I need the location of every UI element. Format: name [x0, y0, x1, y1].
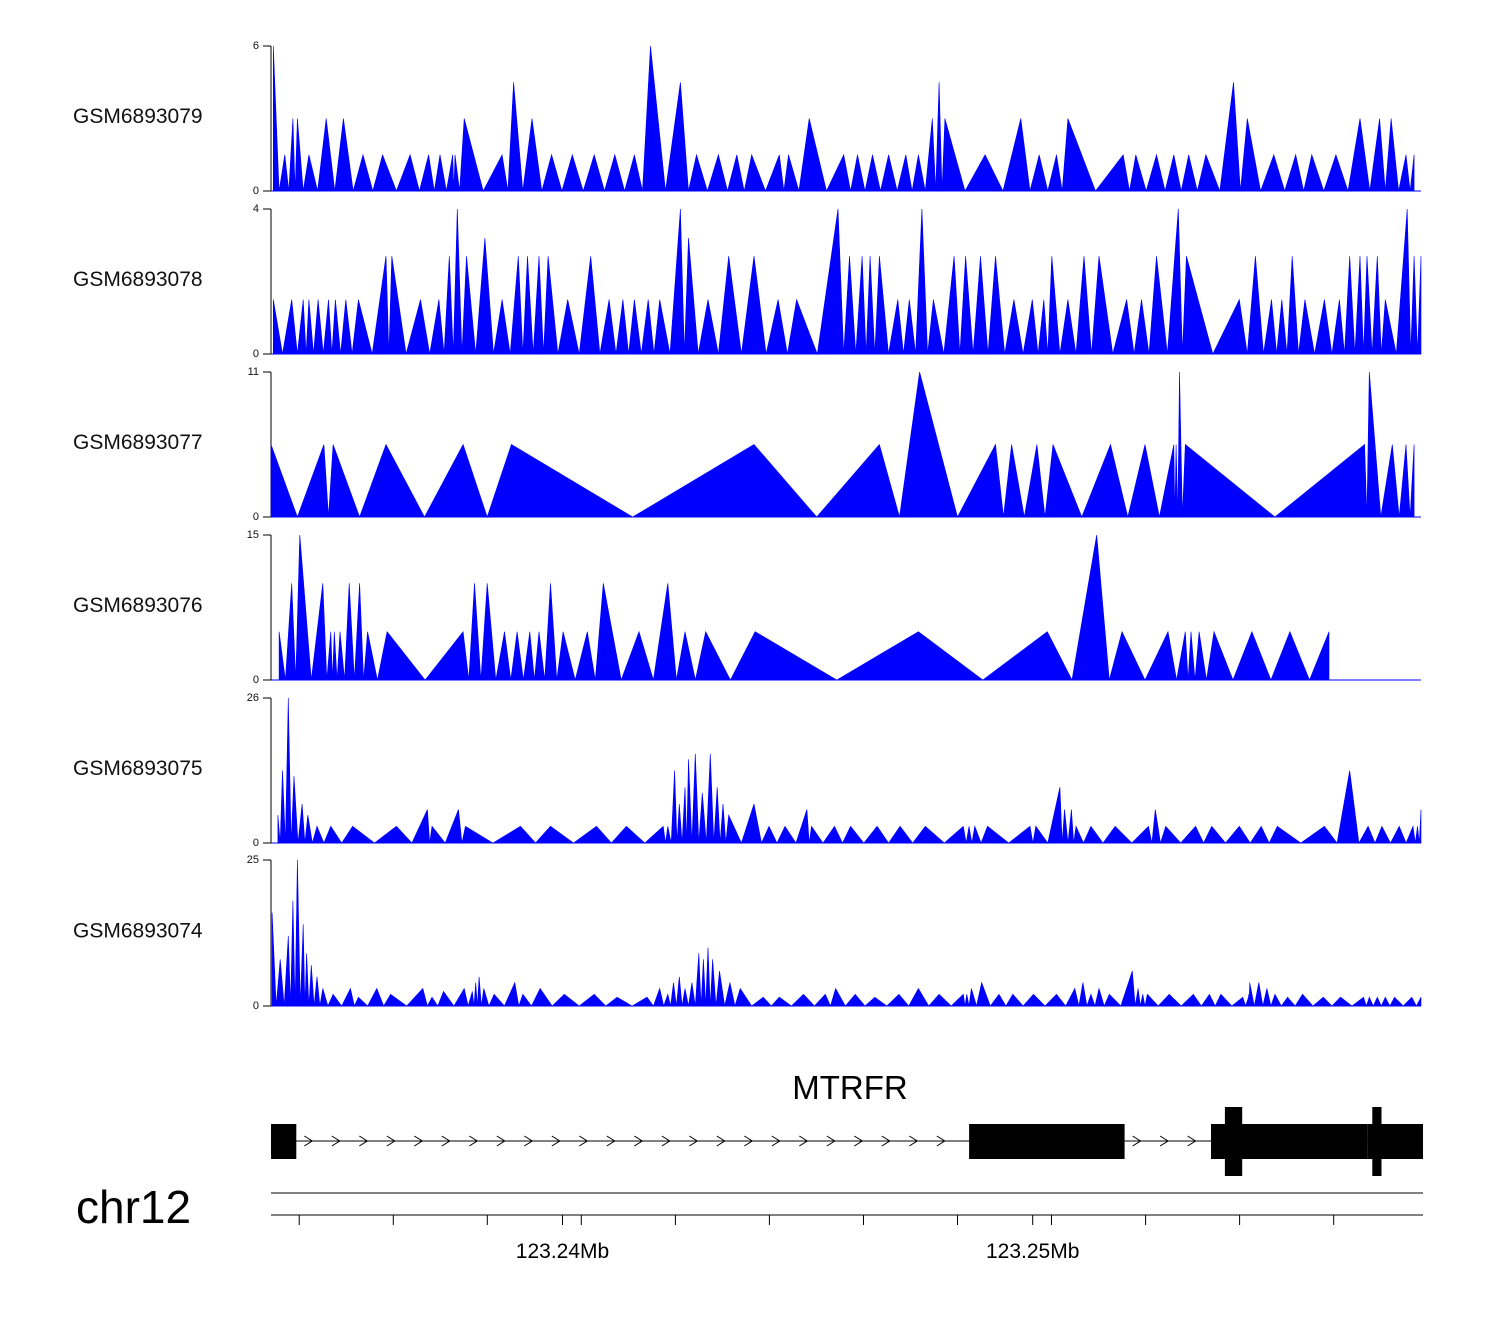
- strand-arrow: [496, 1135, 506, 1147]
- y-axis-min-label: 0: [253, 348, 259, 360]
- strand-arrow: [909, 1135, 919, 1147]
- strand-arrows: [304, 1135, 1197, 1147]
- track-GSM6893079: GSM6893079 6 0: [73, 40, 1421, 197]
- strand-arrow: [1159, 1135, 1170, 1147]
- strand-arrow: [1132, 1135, 1142, 1147]
- chromosome-label: chr12: [76, 1181, 191, 1233]
- coverage-area: [278, 534, 1330, 682]
- y-axis-min-label: 0: [253, 1000, 259, 1012]
- y-axis-max-label: 25: [247, 854, 259, 866]
- strand-arrow: [441, 1135, 451, 1147]
- y-axis-min-label: 0: [253, 837, 259, 849]
- strand-arrow: [359, 1135, 369, 1147]
- coverage-area: [277, 697, 1422, 844]
- track-GSM6893077: GSM6893077 11 0: [73, 366, 1421, 523]
- y-axis-max-label: 11: [248, 366, 259, 378]
- axis-tick-label: 123.25Mb: [986, 1240, 1079, 1263]
- track-label: GSM6893077: [73, 431, 203, 454]
- gene-exon-tall: [1372, 1107, 1382, 1176]
- strand-arrow: [744, 1135, 754, 1147]
- strand-arrow: [304, 1135, 314, 1147]
- strand-arrow: [606, 1135, 616, 1147]
- track-GSM6893076: GSM6893076 15 0: [73, 529, 1421, 686]
- axis-minor-ticks: [298, 1215, 1335, 1225]
- track-label: GSM6893076: [73, 594, 203, 617]
- strand-arrow: [799, 1135, 809, 1147]
- track-label: GSM6893074: [73, 920, 203, 943]
- y-axis-max-label: 26: [247, 692, 259, 704]
- y-axis-min-label: 0: [253, 511, 259, 523]
- y-axis-max-label: 15: [247, 529, 259, 541]
- strand-arrow: [579, 1135, 589, 1147]
- axis-major-ticks: 123.24Mb 123.25Mb: [516, 1215, 1079, 1263]
- strand-arrow: [689, 1135, 699, 1147]
- axis-tick-label: 123.24Mb: [516, 1240, 609, 1263]
- strand-arrow: [881, 1135, 891, 1147]
- coverage-area: [270, 371, 1415, 518]
- gene-track: MTRFR: [271, 1069, 1423, 1176]
- genome-axis: chr12 123.24Mb 123.25Mb: [76, 1181, 1423, 1263]
- gene-exon-tall: [1224, 1107, 1243, 1176]
- coverage-area: [273, 45, 1415, 193]
- coverage-area: [271, 859, 1422, 1008]
- strand-arrow: [716, 1135, 726, 1147]
- y-axis-max-label: 6: [253, 40, 259, 52]
- track-GSM6893075: GSM6893075 26 0: [73, 692, 1422, 849]
- track-GSM6893078: GSM6893078 4 0: [73, 203, 1422, 360]
- strand-arrow: [854, 1135, 864, 1147]
- strand-arrow: [414, 1135, 424, 1147]
- gene-exon: [271, 1124, 297, 1159]
- strand-arrow: [771, 1135, 781, 1147]
- track-label: GSM6893079: [73, 105, 203, 128]
- track-label: GSM6893075: [73, 757, 203, 780]
- strand-arrow: [936, 1135, 946, 1147]
- strand-arrow: [551, 1135, 561, 1147]
- strand-arrow: [331, 1135, 341, 1147]
- gene-label: MTRFR: [792, 1069, 907, 1106]
- track-GSM6893074: GSM6893074 25 0: [73, 854, 1422, 1012]
- strand-arrow: [386, 1135, 396, 1147]
- gene-exons: [271, 1107, 1423, 1176]
- track-label: GSM6893078: [73, 268, 203, 291]
- signal-tracks: GSM689307960GSM689307840GSM6893077110GSM…: [73, 40, 1422, 1012]
- y-axis-max-label: 4: [253, 203, 259, 215]
- strand-arrow: [469, 1135, 479, 1147]
- strand-arrow: [661, 1135, 671, 1147]
- strand-arrow: [524, 1135, 534, 1147]
- coverage-area: [273, 208, 1422, 356]
- strand-arrow: [1187, 1135, 1197, 1147]
- strand-arrow: [826, 1135, 836, 1147]
- gene-exon: [969, 1124, 1125, 1159]
- strand-arrow: [634, 1135, 644, 1147]
- y-axis-min-label: 0: [253, 674, 259, 686]
- y-axis-min-label: 0: [253, 185, 259, 197]
